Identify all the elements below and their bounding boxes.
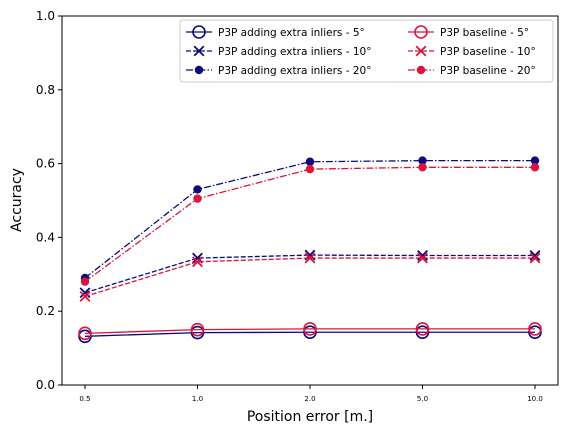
- series-5: [79, 252, 541, 302]
- legend-swatch-marker: [414, 25, 428, 39]
- legend: P3P adding extra inliers - 5° P3P adding …: [179, 19, 554, 83]
- legend-item: P3P baseline - 5°: [408, 25, 529, 39]
- x-tick-label: 2.0: [304, 395, 315, 403]
- data-point: [415, 322, 430, 336]
- legend-label: P3P adding extra inliers - 5°: [218, 27, 365, 39]
- data-point: [190, 322, 205, 337]
- legend-item: P3P baseline - 10°: [408, 45, 536, 58]
- data-point: [80, 277, 90, 286]
- data-point: [193, 185, 202, 194]
- series-6: [80, 163, 540, 286]
- series-line: [84, 166, 535, 283]
- data-point: [305, 157, 315, 166]
- data-point: [529, 252, 541, 264]
- x-tick-label: 0.5: [79, 395, 90, 403]
- data-point: [303, 322, 317, 336]
- data-point: [528, 325, 542, 340]
- legend-label: P3P baseline - 10°: [440, 46, 536, 58]
- data-point: [193, 194, 202, 203]
- data-point: [78, 326, 92, 341]
- data-point: [303, 325, 317, 340]
- y-tick-label: 0.8: [36, 83, 55, 97]
- data-point: [415, 325, 430, 340]
- legend-label: P3P baseline - 20°: [440, 65, 536, 77]
- series-line: [84, 257, 535, 298]
- legend-label: P3P adding extra inliers - 10°: [218, 46, 371, 58]
- legend-label: P3P baseline - 5°: [440, 27, 529, 39]
- legend-box: [179, 19, 554, 83]
- y-tick-label: 0.4: [36, 230, 55, 244]
- legend-swatch-marker: [194, 65, 204, 75]
- data-point: [530, 163, 540, 172]
- data-point: [304, 252, 316, 264]
- legend-item: P3P adding extra inliers - 20°: [186, 65, 371, 77]
- series-layer: [78, 156, 542, 344]
- legend-label: P3P adding extra inliers - 20°: [218, 65, 371, 77]
- series-line: [84, 159, 535, 279]
- y-tick-label: 1.0: [36, 9, 55, 23]
- legend-swatch-marker: [416, 65, 426, 75]
- series-line: [84, 331, 535, 337]
- series-line: [84, 328, 535, 334]
- data-point: [79, 291, 91, 302]
- x-tick-label: 1.0: [192, 395, 203, 403]
- legend-swatch-marker: [192, 25, 206, 39]
- series-line: [84, 254, 535, 294]
- legend-item: P3P adding extra inliers - 5°: [186, 25, 365, 39]
- x-tick-label: 5.0: [417, 395, 428, 403]
- series-3: [80, 156, 540, 283]
- axis-layer: 0.0 0.2 0.4 0.6 0.8 1.0 0.5 1.0 2.0 5.0 10.0: [36, 9, 543, 403]
- data-point: [305, 164, 315, 174]
- data-point: [418, 163, 427, 172]
- x-axis-label: Position error [m.]: [247, 409, 373, 425]
- x-tick-label: 10.0: [527, 395, 543, 403]
- y-tick-label: 0.6: [36, 157, 55, 171]
- y-tick-label: 0.2: [36, 304, 55, 318]
- data-point: [417, 252, 428, 264]
- series-4: [78, 322, 542, 341]
- legend-item: P3P adding extra inliers - 10°: [186, 45, 371, 58]
- legend-swatch-marker: [193, 45, 205, 57]
- legend-item: P3P baseline - 20°: [408, 65, 536, 77]
- y-tick-label: 0.0: [36, 378, 55, 392]
- y-axis-label: Accuracy: [9, 168, 25, 232]
- data-point: [192, 256, 203, 268]
- data-point: [528, 322, 542, 336]
- legend-swatch-marker: [415, 45, 427, 57]
